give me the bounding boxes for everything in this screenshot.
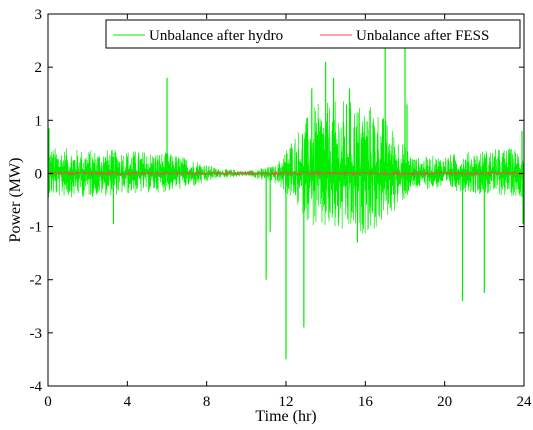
x-axis-title: Time (hr) <box>255 408 316 425</box>
y-tick-label: -2 <box>30 273 43 289</box>
x-tick-label: 16 <box>358 394 374 410</box>
y-tick-label: -4 <box>30 379 43 395</box>
x-tick-label: 24 <box>517 394 533 410</box>
plot-frame <box>47 13 525 387</box>
series-layer <box>47 45 525 360</box>
legend-box <box>105 19 521 49</box>
series-fess-line <box>47 170 525 177</box>
y-tick-label: -3 <box>30 326 43 342</box>
x-tick-label: 12 <box>279 394 294 410</box>
y-tick-label: 1 <box>35 113 43 129</box>
legend-label-fess: Unbalance after FESS <box>356 28 489 44</box>
y-tick-label: 2 <box>35 60 43 76</box>
x-tick-label: 8 <box>203 394 211 410</box>
y-tick-label: 0 <box>35 166 43 182</box>
y-tick-label: 3 <box>35 7 43 23</box>
legend: Unbalance after hydro Unbalance after FE… <box>105 19 521 49</box>
x-tick-label: 20 <box>437 394 452 410</box>
axes-layer: 0 4 8 12 16 20 24 3 2 1 0 -1 -2 -3 -4 <box>30 7 533 410</box>
y-axis-title: Power (MW) <box>7 158 24 243</box>
legend-label-hydro: Unbalance after hydro <box>149 28 283 44</box>
x-tick-label: 0 <box>44 394 52 410</box>
series-hydro-line <box>47 101 525 234</box>
y-tick-label: -1 <box>30 220 43 236</box>
x-tick-label: 4 <box>124 394 132 410</box>
